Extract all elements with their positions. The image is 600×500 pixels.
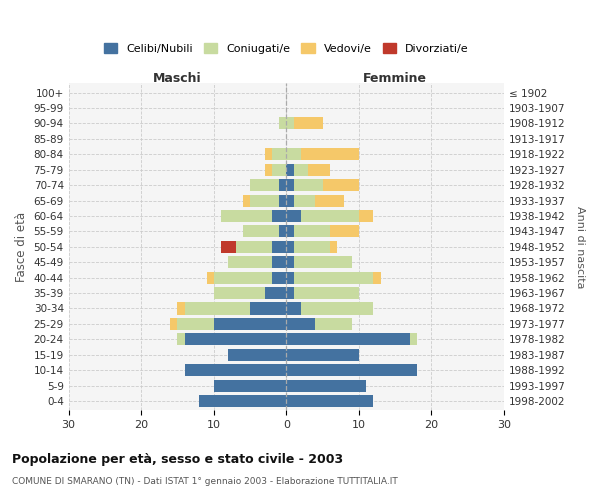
Bar [293,226,330,237]
Y-axis label: Fasce di età: Fasce di età [15,212,28,282]
Bar [243,226,279,237]
Bar [185,334,286,345]
Bar [330,241,337,253]
Bar [250,194,279,206]
Bar [221,241,236,253]
Bar [286,179,293,191]
Bar [272,210,286,222]
Bar [373,272,380,283]
Text: Maschi: Maschi [153,72,202,85]
Bar [286,380,366,392]
Bar [286,194,293,206]
Bar [286,118,293,130]
Bar [279,118,286,130]
Bar [272,256,286,268]
Bar [316,318,352,330]
Bar [293,194,316,206]
Bar [410,334,417,345]
Bar [185,364,286,376]
Bar [293,272,373,283]
Bar [199,395,286,407]
Bar [286,272,293,283]
Bar [286,302,301,314]
Bar [206,272,214,283]
Bar [228,256,272,268]
Y-axis label: Anni di nascita: Anni di nascita [575,206,585,288]
Bar [286,334,410,345]
Bar [286,256,293,268]
Bar [286,241,293,253]
Bar [221,210,272,222]
Bar [293,256,352,268]
Bar [301,148,359,160]
Bar [293,287,359,299]
Bar [214,380,286,392]
Bar [286,164,293,175]
Bar [178,334,185,345]
Bar [293,241,330,253]
Bar [272,241,286,253]
Bar [279,194,286,206]
Bar [178,318,214,330]
Bar [272,148,286,160]
Bar [228,348,286,361]
Text: Femmine: Femmine [363,72,427,85]
Bar [214,272,272,283]
Legend: Celibi/Nubili, Coniugati/e, Vedovi/e, Divorziati/e: Celibi/Nubili, Coniugati/e, Vedovi/e, Di… [104,43,469,54]
Bar [308,164,330,175]
Bar [185,302,250,314]
Bar [250,179,279,191]
Bar [359,210,373,222]
Bar [301,210,359,222]
Bar [279,226,286,237]
Bar [301,302,373,314]
Bar [214,318,286,330]
Bar [250,302,286,314]
Bar [330,226,359,237]
Bar [286,148,301,160]
Bar [286,318,316,330]
Bar [272,164,286,175]
Bar [293,118,323,130]
Bar [323,179,359,191]
Bar [265,287,286,299]
Text: Popolazione per età, sesso e stato civile - 2003: Popolazione per età, sesso e stato civil… [12,452,343,466]
Bar [279,179,286,191]
Bar [286,364,417,376]
Bar [286,226,293,237]
Bar [293,179,323,191]
Bar [170,318,178,330]
Bar [293,164,308,175]
Bar [272,272,286,283]
Bar [286,287,293,299]
Bar [316,194,344,206]
Bar [243,194,250,206]
Bar [265,164,272,175]
Bar [265,148,272,160]
Bar [236,241,272,253]
Text: COMUNE DI SMARANO (TN) - Dati ISTAT 1° gennaio 2003 - Elaborazione TUTTITALIA.IT: COMUNE DI SMARANO (TN) - Dati ISTAT 1° g… [12,478,398,486]
Bar [286,210,301,222]
Bar [286,395,373,407]
Bar [178,302,185,314]
Bar [286,348,359,361]
Bar [214,287,265,299]
